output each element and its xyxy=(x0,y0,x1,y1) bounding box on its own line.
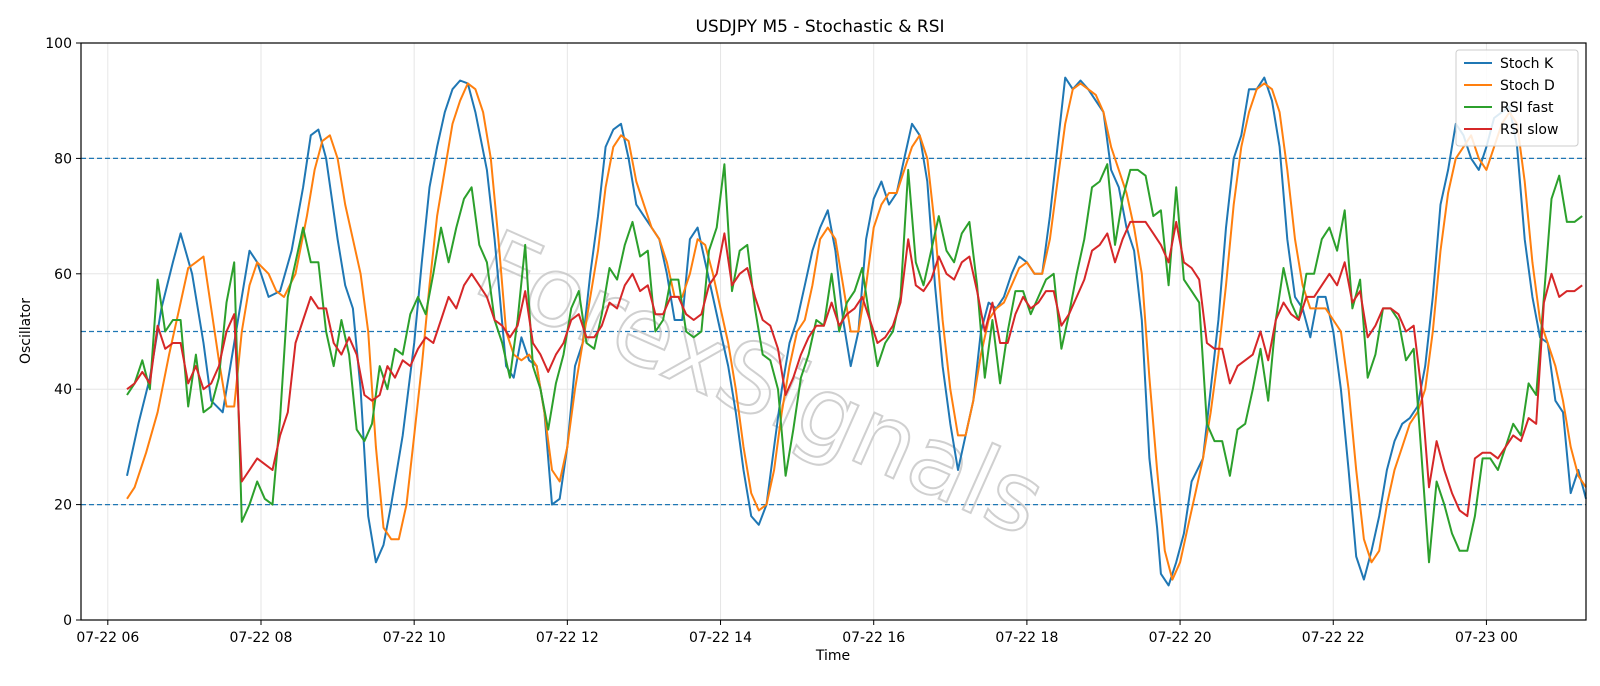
y-tick-label-60: 60 xyxy=(54,267,72,283)
x-tick-label-7: 07-22 20 xyxy=(1149,630,1212,646)
legend-box xyxy=(1455,49,1579,147)
x-tick-label-3: 07-22 12 xyxy=(536,630,599,646)
series-line-stoch-d xyxy=(126,82,1587,581)
legend: Stoch K Stoch D RSI fast RSI slow xyxy=(1455,49,1579,147)
y-tick-label-100: 100 xyxy=(45,36,72,52)
legend-label-rsi-slow: RSI slow xyxy=(1500,122,1558,138)
x-tick-label-4: 07-22 14 xyxy=(689,630,752,646)
y-axis-label: Oscillator xyxy=(18,298,34,364)
x-tick-label-8: 07-22 22 xyxy=(1302,630,1365,646)
series-line-stoch-k xyxy=(126,76,1587,587)
series-line-rsi-fast xyxy=(126,163,1583,564)
legend-label-rsi-fast: RSI fast xyxy=(1500,100,1554,116)
y-tick-label-40: 40 xyxy=(54,382,72,398)
x-tick-label-1: 07-22 08 xyxy=(230,630,293,646)
x-tick-label-0: 07-22 06 xyxy=(76,630,139,646)
y-tick-label-80: 80 xyxy=(54,151,72,167)
plot-frame xyxy=(80,42,1587,621)
x-tick-label-9: 07-23 00 xyxy=(1455,630,1518,646)
x-axis-ticks: 07-22 06 07-22 08 07-22 10 07-22 12 07-22 14… xyxy=(76,620,1518,646)
chart-title: USDJPY M5 - Stochastic & RSI xyxy=(695,17,944,37)
series-line-rsi-slow xyxy=(126,220,1583,518)
y-tick-label-20: 20 xyxy=(54,498,72,514)
x-tick-label-2: 07-22 10 xyxy=(383,630,446,646)
x-tick-label-5: 07-22 16 xyxy=(842,630,905,646)
x-tick-label-6: 07-22 18 xyxy=(995,630,1058,646)
legend-label-stoch-k: Stoch K xyxy=(1500,56,1554,72)
x-axis-label: Time xyxy=(815,648,850,664)
y-axis-ticks: 0 20 40 60 80 100 xyxy=(45,36,81,629)
series-lines xyxy=(126,76,1587,587)
legend-label-stoch-d: Stoch D xyxy=(1500,78,1555,94)
y-tick-label-0: 0 xyxy=(63,613,72,629)
